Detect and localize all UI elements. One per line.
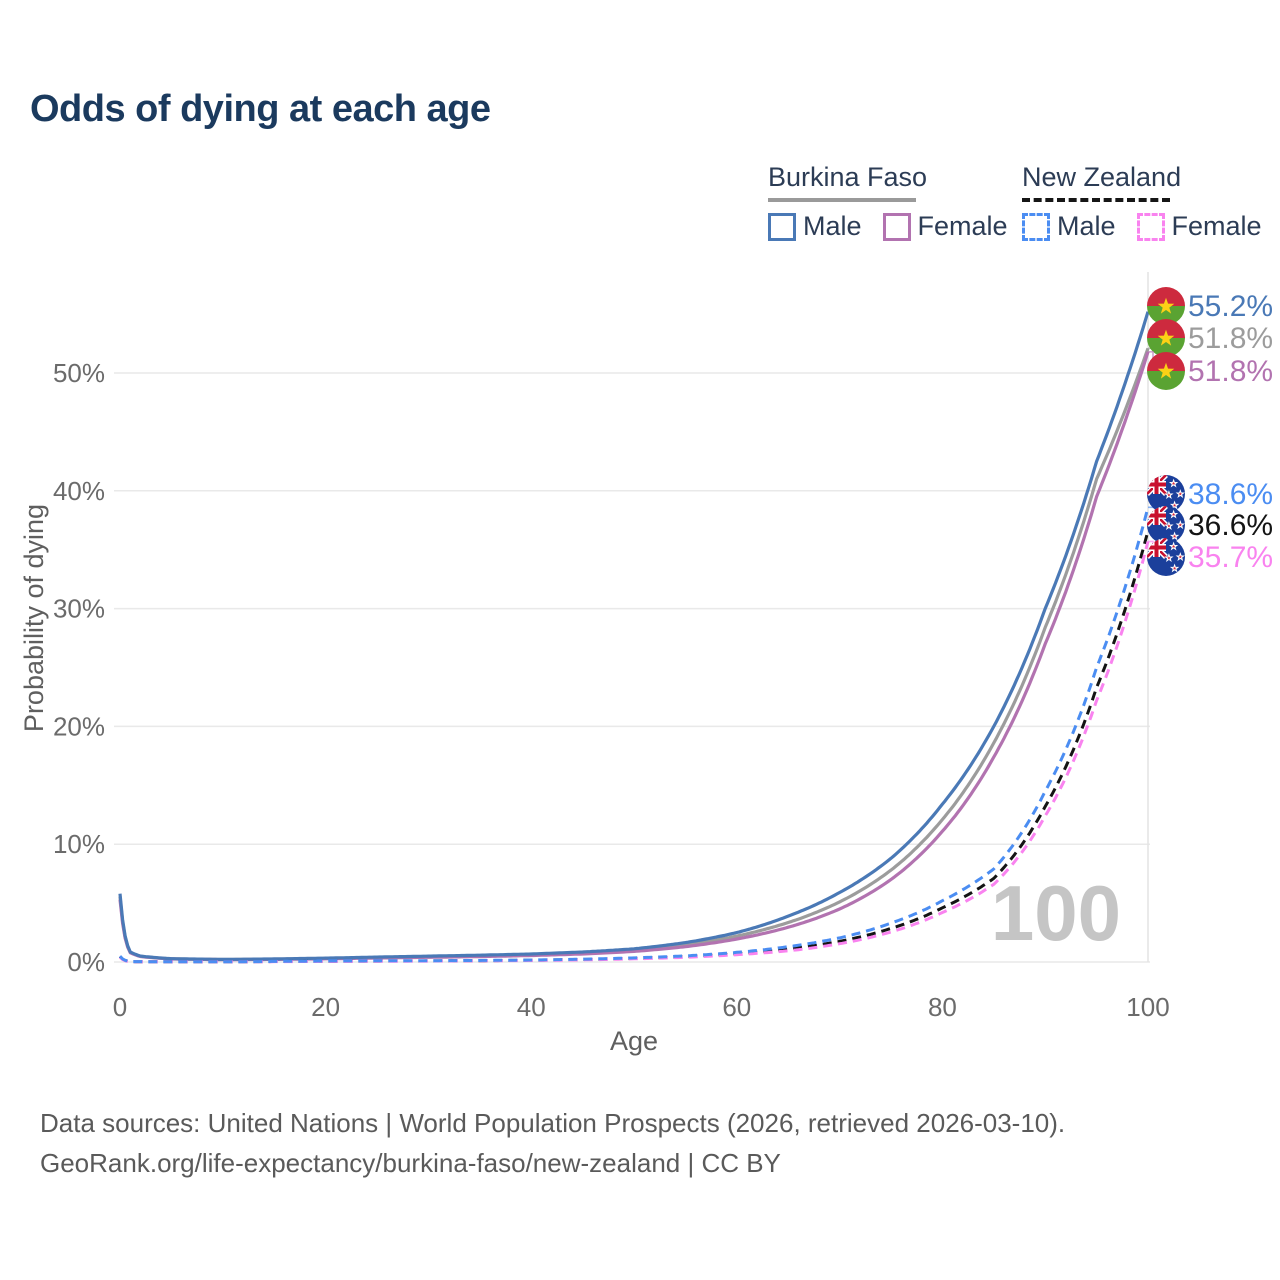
legend-label-female: Female bbox=[1171, 211, 1262, 241]
legend-swatch-burkina-faso-male[interactable] bbox=[768, 212, 796, 241]
legend-group-new-zealand: New Zealand Male Female bbox=[1022, 162, 1280, 242]
end-label-burkina-faso-female: 51.8% bbox=[1188, 355, 1273, 388]
legend-label-female: Female bbox=[917, 211, 1008, 241]
legend-item-burkina-faso-female[interactable]: Female bbox=[882, 211, 1008, 242]
legend-label-male: Male bbox=[1057, 211, 1116, 241]
series-line-burkina-faso-male[interactable] bbox=[118, 311, 1150, 961]
y-tick-30%: 30% bbox=[53, 594, 105, 624]
attribution-url-text: GeoRank.org/life-expectancy/burkina-faso… bbox=[40, 1148, 781, 1178]
legend-group-title-burkina-faso: Burkina Faso bbox=[768, 162, 927, 202]
end-label-burkina-faso-male: 55.2% bbox=[1188, 290, 1273, 323]
x-tick-40: 40 bbox=[517, 992, 546, 1022]
legend-item-burkina-faso-male[interactable]: Male bbox=[768, 211, 862, 242]
x-axis-title: Age bbox=[610, 1026, 658, 1056]
legend-item-new-zealand-male[interactable]: Male bbox=[1022, 211, 1116, 242]
page-title: Odds of dying at each age bbox=[30, 88, 491, 130]
x-tick-100: 100 bbox=[1126, 992, 1169, 1022]
burkina-faso-flag-icon bbox=[1147, 287, 1185, 325]
x-tick-20: 20 bbox=[311, 992, 340, 1022]
y-tick-40%: 40% bbox=[53, 476, 105, 506]
legend-item-new-zealand-female[interactable]: Female bbox=[1136, 211, 1262, 242]
y-tick-50%: 50% bbox=[53, 358, 105, 388]
x-tick-60: 60 bbox=[722, 992, 751, 1022]
end-label-new-zealand-both-sexes: 36.6% bbox=[1188, 509, 1273, 542]
new-zealand-flag-icon bbox=[1147, 538, 1185, 576]
legend-swatch-new-zealand-female[interactable] bbox=[1136, 212, 1165, 241]
legend-swatch-new-zealand-male[interactable] bbox=[1022, 212, 1050, 241]
legend-swatch-burkina-faso-female[interactable] bbox=[882, 212, 911, 241]
end-label-new-zealand-male: 38.6% bbox=[1188, 478, 1273, 511]
y-tick-10%: 10% bbox=[53, 829, 105, 859]
legend-group-title-new-zealand: New Zealand bbox=[1022, 162, 1181, 202]
y-tick-0%: 0% bbox=[67, 947, 105, 977]
x-tick-80: 80 bbox=[928, 992, 957, 1022]
x-tick-0: 0 bbox=[113, 992, 127, 1022]
legend-group-burkina-faso: Burkina Faso Male Female bbox=[768, 162, 1029, 242]
end-label-new-zealand-female: 35.7% bbox=[1188, 541, 1273, 574]
burkina-faso-flag-icon bbox=[1147, 352, 1185, 390]
legend-label-male: Male bbox=[803, 211, 862, 241]
y-tick-20%: 20% bbox=[53, 711, 105, 741]
end-label-burkina-faso-both-sexes: 51.8% bbox=[1188, 322, 1273, 355]
burkina-faso-flag-icon bbox=[1147, 319, 1185, 357]
series-line-new-zealand-male[interactable] bbox=[118, 506, 1150, 964]
data-sources-text: Data sources: United Nations | World Pop… bbox=[40, 1108, 1066, 1138]
y-axis-title: Probability of dying bbox=[19, 504, 49, 732]
hover-age-watermark: 100 bbox=[991, 869, 1121, 957]
